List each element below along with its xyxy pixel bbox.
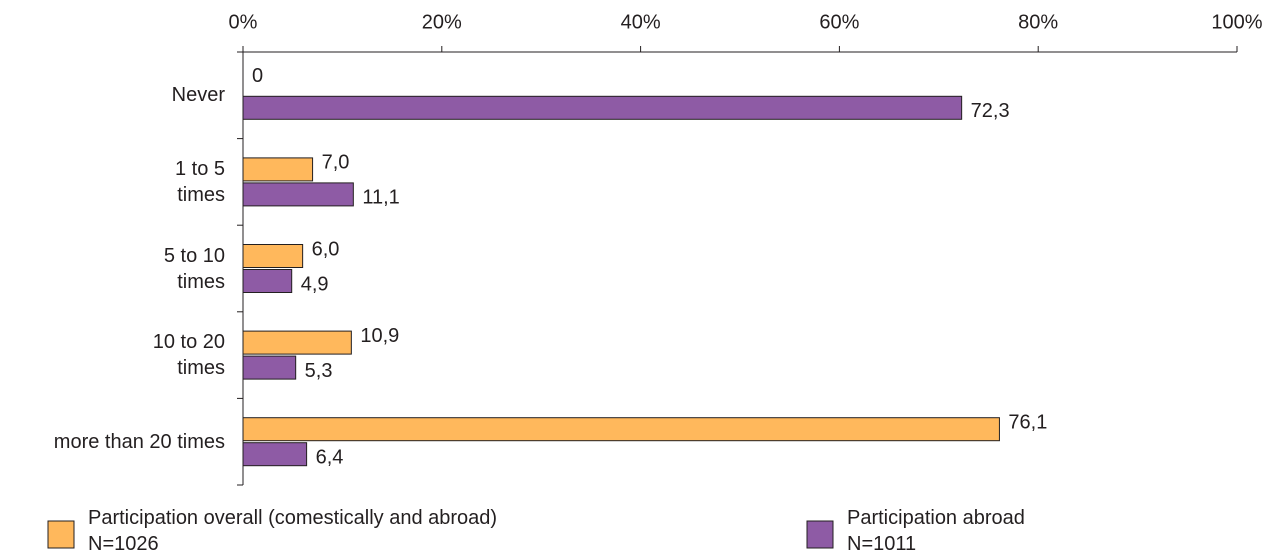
bar — [242, 330, 352, 355]
bar — [242, 244, 304, 268]
y-tick-label: 1 to 5 times — [174, 157, 225, 206]
value-label: 10,9 — [360, 325, 399, 347]
value-label: 11,1 — [362, 187, 399, 209]
y-tick-label: Never — [171, 84, 225, 107]
bar — [242, 442, 308, 467]
legend-swatch — [47, 520, 75, 549]
x-tick-label: 40% — [621, 11, 661, 33]
value-label: 6,4 — [316, 446, 344, 468]
x-tick-label: 20% — [422, 11, 462, 33]
x-tick-label: 0% — [229, 11, 258, 33]
value-label: 6,0 — [312, 238, 340, 260]
x-tick-label: 60% — [819, 11, 859, 33]
legend-label: Participation overall (comestically and … — [88, 507, 498, 555]
bar — [242, 95, 963, 120]
bar — [242, 157, 314, 182]
legend-swatch — [806, 520, 834, 549]
value-label: 5,3 — [305, 360, 333, 382]
x-tick-label: 100% — [1211, 11, 1262, 33]
bar — [242, 417, 1000, 442]
value-label: 7,0 — [322, 152, 350, 174]
value-label: 76,1 — [1008, 411, 1047, 433]
bar — [242, 182, 354, 207]
legend-label: Participation abroad N=1011 — [847, 507, 1025, 555]
bar — [242, 355, 297, 380]
bar — [242, 269, 293, 293]
value-label: 4,9 — [301, 273, 329, 295]
x-tick-label: 80% — [1018, 11, 1058, 33]
value-label: 72,3 — [971, 100, 1010, 122]
y-tick-label: 5 to 10 times — [163, 244, 225, 293]
value-label: 0 — [252, 65, 263, 87]
y-tick-label: 10 to 20 times — [152, 331, 225, 380]
y-tick-label: more than 20 times — [53, 430, 225, 453]
